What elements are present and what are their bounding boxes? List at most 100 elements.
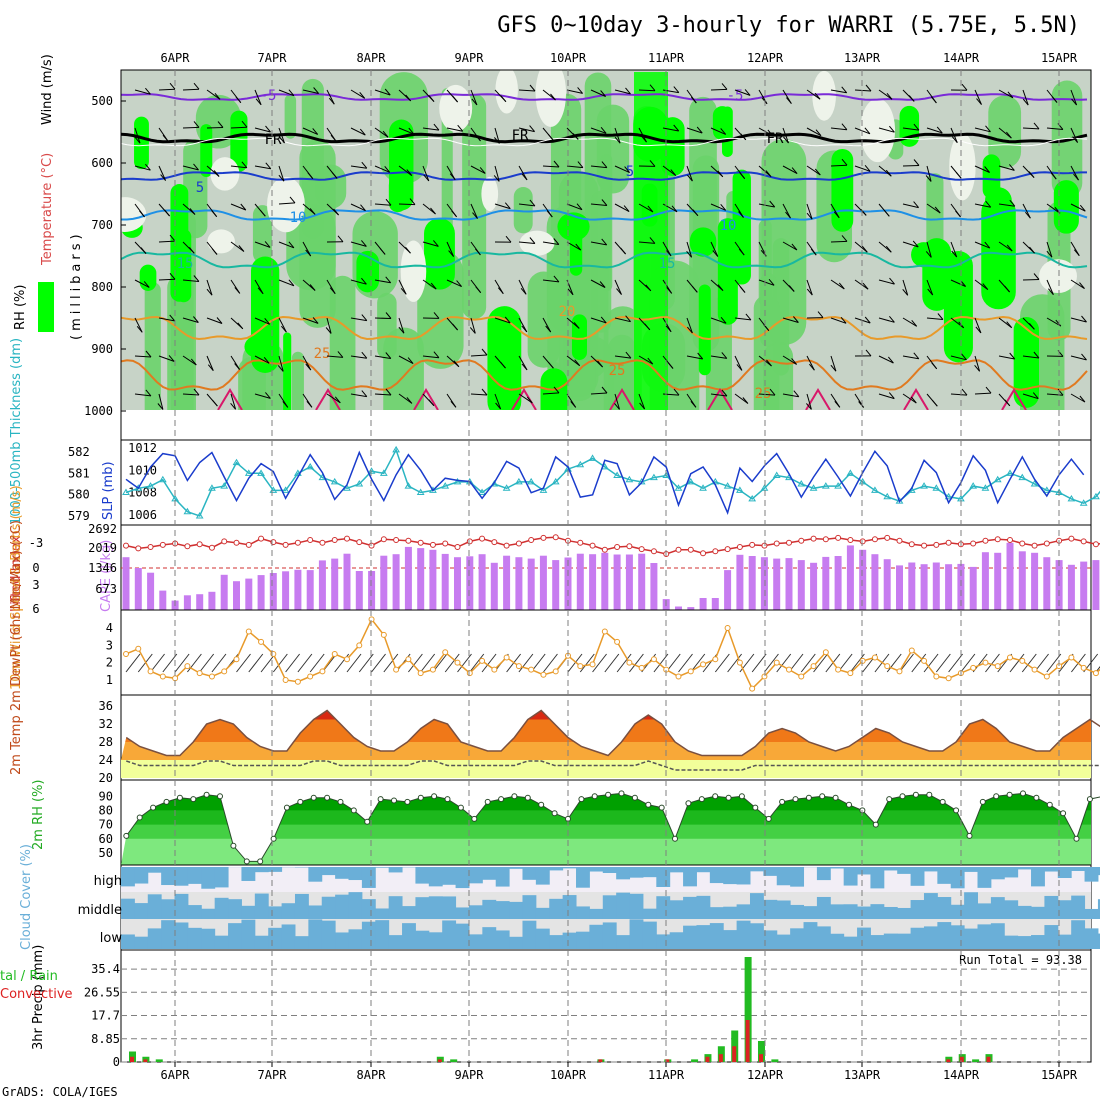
wind-barb-flag (647, 357, 654, 365)
cloud-low-bar (790, 928, 805, 949)
wind-speed-line-point (368, 616, 375, 623)
rh-point (1006, 791, 1013, 798)
wind-barb-flag (405, 246, 411, 254)
wind-barb (1070, 89, 1078, 106)
wind-barb-flag (649, 84, 656, 92)
wind-barb (710, 317, 727, 324)
cloud-high-bar (950, 867, 965, 889)
wind-speed-line-point (417, 670, 424, 677)
cloud-low-bar (1097, 933, 1100, 949)
wind-barb (398, 393, 413, 404)
cape-bar (760, 557, 768, 610)
thickness-line-point (183, 507, 192, 515)
lifted-index-line-point (1007, 537, 1013, 543)
cape-bar (785, 558, 793, 610)
cloud-middle-bar (455, 907, 470, 919)
wind-barb-flag (766, 359, 772, 367)
cape-bar (466, 556, 474, 610)
precip-convective-bar (986, 1056, 991, 1062)
wind-speed-line-point (258, 638, 265, 645)
cloud-high-bar (522, 867, 537, 880)
cloud-high-bar (308, 867, 323, 882)
thickness-line-point (637, 477, 646, 485)
wind-barb (182, 279, 199, 282)
wind-barb-flag (572, 133, 579, 140)
thickness-tick-label: 580 (68, 488, 90, 502)
wind-barb-flag (1033, 351, 1040, 359)
wind-barb-flag (307, 172, 314, 180)
wind-barb-flag (521, 363, 528, 371)
cloud-middle-bar (268, 906, 283, 919)
wind-speed-line-point (884, 663, 891, 670)
wind-speed-line-point (687, 668, 694, 675)
rh-point (578, 796, 585, 803)
precip-convective-bar (745, 1020, 750, 1062)
cape-bar (417, 548, 425, 610)
lifted-index-line-point (405, 537, 412, 544)
precip-tick-label: 17.7 (91, 1009, 120, 1023)
wind-barb-flag (647, 205, 654, 213)
cape-bar (859, 549, 867, 610)
contour-label: -5 (260, 88, 277, 104)
cape-bar (269, 573, 277, 610)
wind-speed-line-point (233, 656, 240, 663)
wind-barb (566, 203, 583, 211)
rh-high-blob (250, 256, 280, 373)
rh-high-blob (569, 224, 583, 276)
wind-barb-flag (456, 280, 462, 287)
wind-barb-flag (830, 364, 837, 372)
wind-speed-line-point (724, 625, 731, 631)
wind-barb (278, 202, 296, 205)
wind-barb-flag (333, 208, 339, 216)
wind-barb (254, 355, 270, 364)
wind-barb-flag (888, 392, 895, 399)
surface-wind-barb (125, 653, 141, 673)
cloud-high-bar (736, 867, 751, 885)
wind-barb (974, 165, 990, 173)
cloud-low-bar (228, 923, 242, 949)
wind-barb-flag (720, 316, 727, 324)
wind-barb-flag (145, 350, 152, 358)
wind-speed-line-point (1007, 654, 1013, 661)
wind-barb-flag (164, 209, 170, 217)
wind-barb (206, 127, 224, 129)
lifted-index-line-point (258, 535, 265, 542)
lifted-index-line-point (614, 544, 621, 550)
wind-barb-flag (1022, 98, 1029, 106)
wind-barb (398, 355, 414, 365)
slp-thickness-panel: 1000-500mb Thickness (dm) SLP (mb) 1012 1… (9, 338, 1100, 526)
precip-convective-bar (143, 1059, 148, 1062)
wind-barb-flag (234, 363, 240, 370)
wind-barb (182, 88, 200, 91)
wind-barb-flag (334, 396, 341, 404)
thickness-line-point (269, 486, 278, 493)
thickness-line-point (613, 471, 621, 478)
surface-wind-barb (985, 653, 1000, 673)
wind-barb-flag (472, 212, 478, 219)
rh-moderate-blob (462, 93, 487, 320)
wind-speed-line-point (540, 671, 547, 678)
wind-speed-line-point (380, 631, 387, 638)
wind-barb-flag (529, 199, 536, 207)
wind-speed-line-point (761, 673, 768, 680)
rh-point (337, 798, 344, 805)
cloud-low-bar (254, 935, 269, 949)
wind-barb-flag (288, 89, 295, 97)
thickness-line-point (232, 458, 241, 466)
wind-barb-flag (385, 352, 392, 359)
wind-barb (374, 279, 391, 284)
lifted-index-line-point (822, 536, 829, 543)
thickness-line-point (1042, 486, 1051, 493)
wind-barb-flag (529, 84, 536, 92)
cloud-high-bar (455, 867, 470, 889)
wind-barb-flag (889, 277, 895, 285)
cloud-high-bar (1071, 867, 1086, 871)
cloud-low-bar (883, 933, 898, 949)
cape-bar (810, 562, 818, 610)
wind-speed-line-point (798, 673, 805, 680)
cloud-high-bar (816, 867, 831, 881)
wind-barb-flag (337, 235, 344, 243)
lifted-index-tick-label: 0 (32, 561, 39, 575)
thickness-line-point (797, 480, 806, 487)
wind-barb-flag (841, 158, 848, 166)
